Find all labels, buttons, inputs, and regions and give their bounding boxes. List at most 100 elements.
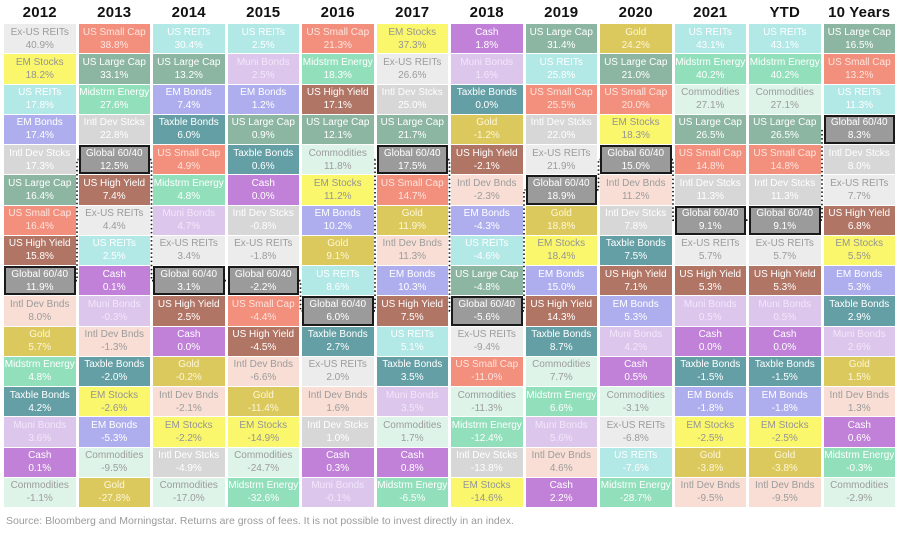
asset-cell-global-60-40: Global 60/40 11.9% xyxy=(4,266,76,296)
asset-label: Midstrm Energy xyxy=(675,56,746,68)
asset-value: 5.3% xyxy=(698,281,722,293)
asset-cell-em-bonds: EM Bonds -1.8% xyxy=(674,387,746,417)
asset-value: 4.7% xyxy=(177,221,201,233)
asset-cell-gold: Gold -0.2% xyxy=(153,356,225,386)
asset-value: 11.9% xyxy=(25,281,54,293)
asset-label: Global 60/40 xyxy=(309,298,367,310)
asset-cell-ex-us-reits: Ex-US REITs -1.8% xyxy=(227,235,299,265)
asset-value: 11.2% xyxy=(323,190,352,202)
asset-label: Ex-US REITs xyxy=(681,238,740,250)
asset-cell-us-high-yield: US High Yield 15.8% xyxy=(4,235,76,265)
asset-cell-intl-dev-stcks: Intl Dev Stcks 11.3% xyxy=(674,175,746,205)
column-cells: US REITs 43.1% Midstrm Energy 40.2% Commodit… xyxy=(674,24,746,508)
asset-value: 21.9% xyxy=(547,160,576,172)
asset-value: 33.1% xyxy=(100,69,129,81)
asset-value: 17.4% xyxy=(25,130,54,142)
asset-cell-ex-us-reits: Ex-US REITs 7.7% xyxy=(823,175,895,205)
asset-label: US Large Cap xyxy=(8,177,72,189)
asset-cell-gold: Gold 9.1% xyxy=(302,235,374,265)
asset-label: EM Stocks xyxy=(15,56,64,68)
column-cells: EM Stocks 37.3% Ex-US REITs 26.6% Intl Dev S… xyxy=(376,24,448,508)
asset-value: 2.5% xyxy=(177,311,201,323)
asset-label: Gold xyxy=(774,450,796,462)
asset-label: US Small Cap xyxy=(306,26,370,38)
asset-value: 0.6% xyxy=(251,160,275,172)
column-header: 2019 xyxy=(544,4,579,21)
asset-cell-ex-us-reits: Ex-US REITs 4.4% xyxy=(78,205,150,235)
asset-cell-midstrm-energy: Midstrm Energy 27.6% xyxy=(78,84,150,114)
asset-cell-em-stocks: EM Stocks 18.2% xyxy=(4,54,76,84)
asset-cell-us-large-cap: US Large Cap 0.9% xyxy=(227,114,299,144)
asset-label: Global 60/40 xyxy=(681,208,739,220)
asset-value: 13.2% xyxy=(174,69,203,81)
asset-value: 18.9% xyxy=(547,190,576,202)
asset-label: Cash xyxy=(475,26,499,38)
asset-value: 2.5% xyxy=(251,39,275,51)
asset-label: Cash xyxy=(698,329,722,341)
asset-value: 40.2% xyxy=(770,69,799,81)
asset-label: Gold xyxy=(178,359,200,371)
asset-label: Global 60/40 xyxy=(607,147,665,159)
asset-cell-em-bonds: EM Bonds 1.2% xyxy=(227,84,299,114)
asset-cell-us-small-cap: US Small Cap 38.8% xyxy=(78,24,150,54)
asset-label: Muni Bonds xyxy=(758,298,812,310)
asset-cell-cash: Cash 2.2% xyxy=(525,477,597,507)
asset-cell-global-60-40: Global 60/40 6.0% xyxy=(302,296,374,326)
asset-label: Ex-US REITs xyxy=(457,329,516,341)
year-column-2021: 2021 US REITs 43.1% Midstrm Energy 40.2% Comm… xyxy=(674,2,746,508)
column-header: 2013 xyxy=(97,4,132,21)
asset-value: -0.2% xyxy=(175,372,202,384)
asset-label: Muni Bonds xyxy=(534,419,588,431)
asset-cell-em-bonds: EM Bonds -5.3% xyxy=(78,417,150,447)
asset-cell-em-stocks: EM Stocks -14.6% xyxy=(451,477,523,507)
asset-value: 17.5% xyxy=(398,160,427,172)
asset-value: 27.1% xyxy=(770,100,799,112)
asset-value: -2.9% xyxy=(846,493,873,505)
year-column-2014: 2014 US REITs 30.4% US Large Cap 13.2% EM Bon… xyxy=(153,2,225,508)
asset-value: -4.9% xyxy=(175,463,202,475)
asset-label: US Small Cap xyxy=(82,26,146,38)
asset-label: Commodities xyxy=(606,389,665,401)
asset-label: Cash xyxy=(847,419,871,431)
asset-cell-us-reits: US REITs 11.3% xyxy=(823,84,895,114)
asset-label: US REITs xyxy=(539,56,583,68)
asset-cell-global-60-40: Global 60/40 12.5% xyxy=(78,145,150,175)
asset-label: Cash xyxy=(624,359,648,371)
asset-value: 26.6% xyxy=(398,69,427,81)
asset-cell-em-bonds: EM Bonds 17.4% xyxy=(4,114,76,144)
asset-cell-intl-dev-stcks: Intl Dev Stcks 11.3% xyxy=(749,175,821,205)
asset-cell-global-60-40: Global 60/40 17.5% xyxy=(376,145,448,175)
asset-cell-us-reits: US REITs 30.4% xyxy=(153,24,225,54)
asset-cell-commodities: Commodities 11.8% xyxy=(302,145,374,175)
asset-cell-us-small-cap: US Small Cap 20.0% xyxy=(600,84,672,114)
asset-cell-us-high-yield: US High Yield -2.1% xyxy=(451,145,523,175)
asset-value: -6.6% xyxy=(250,372,277,384)
asset-value: 14.7% xyxy=(398,190,427,202)
asset-value: 3.5% xyxy=(400,402,424,414)
asset-value: 22.8% xyxy=(100,130,129,142)
asset-value: 21.0% xyxy=(621,69,650,81)
asset-value: 25.8% xyxy=(547,69,576,81)
asset-cell-em-bonds: EM Bonds 10.3% xyxy=(376,266,448,296)
asset-cell-intl-dev-bnds: Intl Dev Bnds -6.6% xyxy=(227,356,299,386)
asset-label: US REITs xyxy=(465,238,509,250)
asset-label: Intl Dev Bnds xyxy=(680,480,740,492)
asset-label: US REITs xyxy=(763,26,807,38)
asset-value: 1.0% xyxy=(326,432,350,444)
asset-label: EM Stocks xyxy=(90,389,139,401)
asset-value: 6.8% xyxy=(847,221,871,233)
column-header: YTD xyxy=(769,4,801,21)
asset-label: Intl Dev Stcks xyxy=(754,177,816,189)
asset-label: Commodities xyxy=(308,147,367,159)
asset-cell-em-stocks: EM Stocks 11.2% xyxy=(302,175,374,205)
asset-label: Midstrm Energy xyxy=(451,419,522,431)
asset-cell-us-high-yield: US High Yield 14.3% xyxy=(525,296,597,326)
asset-value: 16.4% xyxy=(25,221,54,233)
asset-label: US High Yield xyxy=(753,268,816,280)
asset-value: 15.0% xyxy=(621,160,650,172)
asset-value: 26.5% xyxy=(696,130,725,142)
asset-cell-us-small-cap: US Small Cap 4.9% xyxy=(153,145,225,175)
asset-label: US REITs xyxy=(18,87,62,99)
asset-label: Commodities xyxy=(383,419,442,431)
asset-value: 0.1% xyxy=(28,463,52,475)
